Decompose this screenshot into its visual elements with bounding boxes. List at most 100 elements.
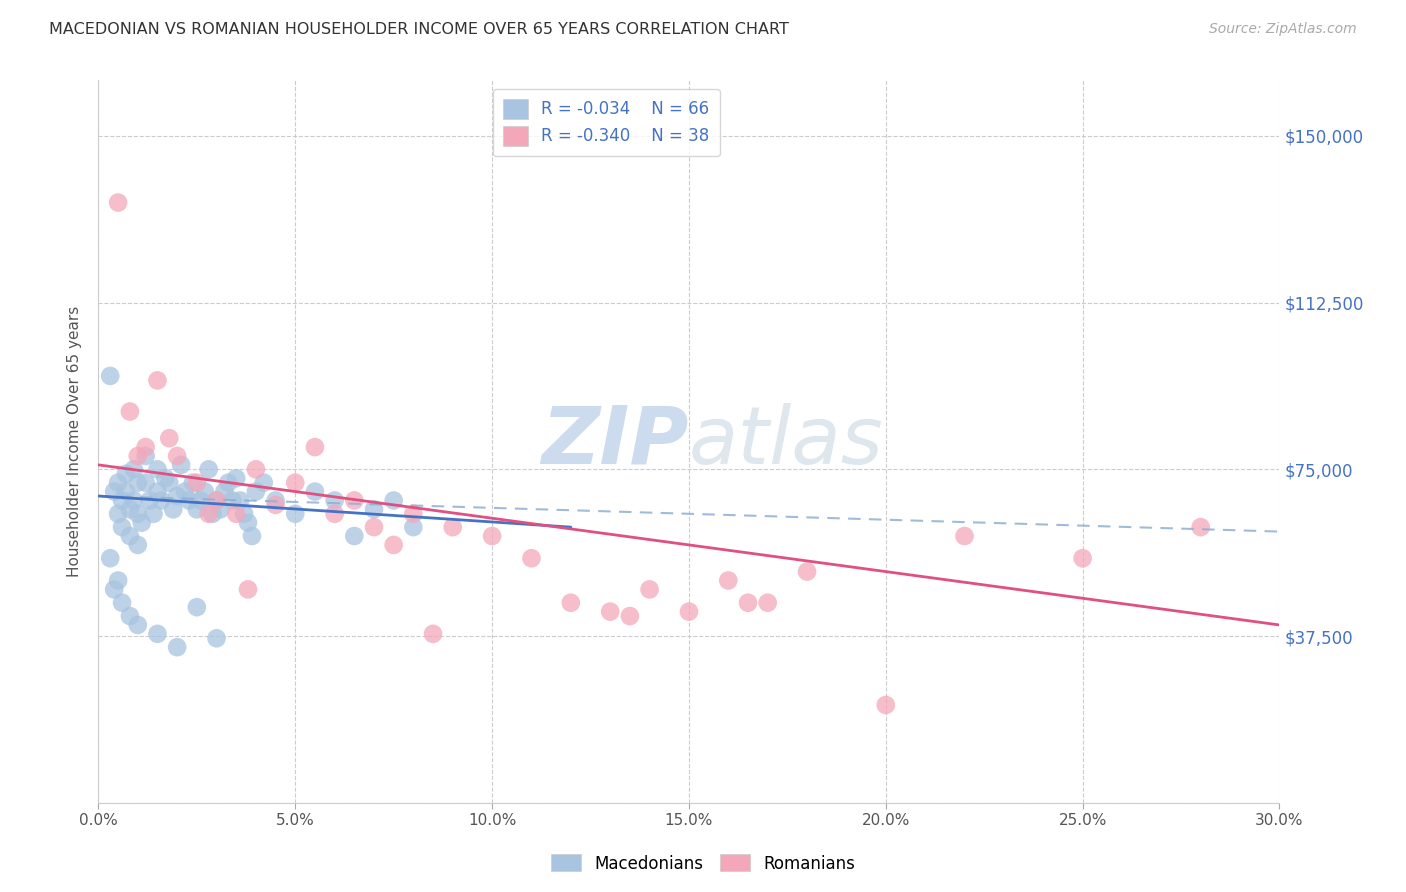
Point [402,520,425,534]
Point [343,529,366,543]
Point [103,582,125,597]
Point [678,605,700,619]
Point [111,520,134,534]
Point [194,484,217,499]
Point [796,565,818,579]
Point [122,462,145,476]
Point [135,440,157,454]
Point [953,529,976,543]
Point [107,475,129,490]
Point [157,431,180,445]
Point [186,600,208,615]
Point [146,462,169,476]
Point [363,502,385,516]
Point [135,449,157,463]
Point [131,516,153,530]
Point [127,449,149,463]
Point [186,475,208,490]
Point [205,493,228,508]
Point [481,529,503,543]
Point [284,507,307,521]
Point [304,440,326,454]
Point [142,507,165,521]
Point [245,484,267,499]
Point [103,484,125,499]
Point [236,582,259,597]
Text: ZIP: ZIP [541,402,689,481]
Point [127,618,149,632]
Point [157,475,180,490]
Point [115,484,138,499]
Point [186,502,208,516]
Point [197,462,219,476]
Point [323,493,346,508]
Point [201,507,224,521]
Point [205,632,228,646]
Point [98,368,121,383]
Text: atlas: atlas [689,402,884,481]
Point [174,484,197,499]
Point [162,502,184,516]
Point [225,471,247,485]
Point [146,373,169,387]
Text: Source: ZipAtlas.com: Source: ZipAtlas.com [1209,22,1357,37]
Point [166,449,188,463]
Point [115,467,138,481]
Point [197,507,219,521]
Point [520,551,543,566]
Legend: Macedonians, Romanians: Macedonians, Romanians [544,847,862,880]
Point [264,493,287,508]
Point [717,574,740,588]
Point [111,596,134,610]
Point [209,502,232,516]
Point [264,498,287,512]
Point [118,404,141,418]
Y-axis label: Householder Income Over 65 years: Householder Income Over 65 years [67,306,83,577]
Point [363,520,385,534]
Point [177,493,200,508]
Point [756,596,779,610]
Point [146,627,169,641]
Point [402,507,425,521]
Point [323,507,346,521]
Point [181,475,204,490]
Point [127,538,149,552]
Point [155,471,177,485]
Point [107,507,129,521]
Point [875,698,897,712]
Point [560,596,582,610]
Point [253,475,276,490]
Point [1071,551,1094,566]
Point [205,493,228,508]
Point [343,493,366,508]
Point [217,475,239,490]
Point [737,596,759,610]
Point [150,493,173,508]
Point [225,507,247,521]
Point [118,609,141,624]
Point [127,507,149,521]
Point [304,484,326,499]
Point [111,493,134,508]
Point [166,489,188,503]
Point [1189,520,1212,534]
Point [236,516,259,530]
Point [190,493,212,508]
Point [233,507,256,521]
Point [214,484,236,499]
Point [146,484,169,499]
Point [422,627,444,641]
Point [240,529,263,543]
Point [229,493,252,508]
Point [441,520,464,534]
Point [135,475,157,490]
Text: MACEDONIAN VS ROMANIAN HOUSEHOLDER INCOME OVER 65 YEARS CORRELATION CHART: MACEDONIAN VS ROMANIAN HOUSEHOLDER INCOM… [49,22,789,37]
Point [599,605,621,619]
Point [107,195,129,210]
Point [170,458,193,472]
Point [118,502,141,516]
Point [382,493,405,508]
Point [638,582,661,597]
Point [284,475,307,490]
Point [245,462,267,476]
